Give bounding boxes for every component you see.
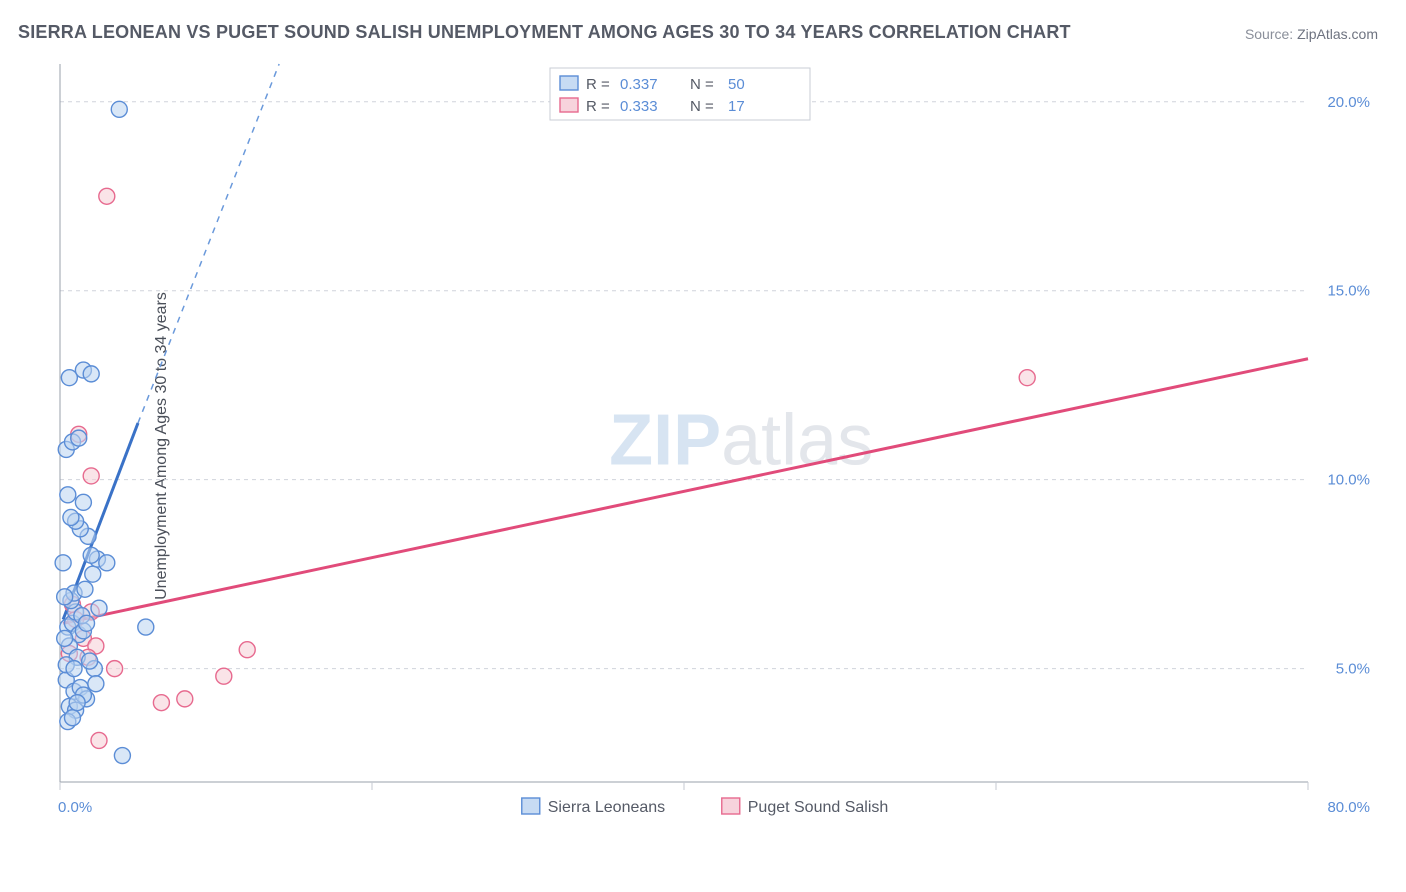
legend-swatch-sierra [560, 76, 578, 90]
data-point-sierra [82, 653, 98, 669]
legend-r-label: R = [586, 76, 610, 93]
data-point-sierra [99, 555, 115, 571]
data-point-sierra [79, 615, 95, 631]
y-tick-label: 5.0% [1336, 661, 1370, 678]
legend-r-label: R = [586, 98, 610, 115]
data-point-sierra [55, 555, 71, 571]
legend-n-label: N = [690, 76, 714, 93]
legend-r-value: 0.337 [620, 76, 658, 93]
data-point-puget [1019, 370, 1035, 386]
legend-swatch-puget [560, 98, 578, 112]
data-point-sierra [77, 581, 93, 597]
data-point-puget [239, 642, 255, 658]
x-tick-label: 80.0% [1327, 799, 1370, 816]
data-point-sierra [63, 509, 79, 525]
data-point-sierra [66, 661, 82, 677]
data-point-sierra [75, 494, 91, 510]
y-tick-label: 10.0% [1327, 472, 1370, 489]
data-point-sierra [85, 566, 101, 582]
category-label-sierra: Sierra Leoneans [548, 799, 665, 816]
legend-n-value: 50 [728, 76, 745, 93]
data-point-sierra [91, 600, 107, 616]
data-point-sierra [57, 589, 73, 605]
data-point-puget [177, 691, 193, 707]
category-swatch-puget [722, 798, 740, 814]
watermark: ZIPatlas [609, 401, 873, 481]
data-point-sierra [83, 366, 99, 382]
scatter-chart: 5.0% 10.0% 15.0% 20.0% 0.0% 80.0% ZIPatlas R = 0… [50, 60, 1380, 830]
data-point-puget [99, 188, 115, 204]
source-value: ZipAtlas.com [1297, 26, 1378, 42]
plot-area: 5.0% 10.0% 15.0% 20.0% 0.0% 80.0% ZIPatlas R = 0… [50, 60, 1380, 830]
category-label-puget: Puget Sound Salish [748, 799, 889, 816]
data-point-puget [153, 695, 169, 711]
data-point-sierra [138, 619, 154, 635]
legend-n-value: 17 [728, 98, 745, 115]
data-point-puget [107, 661, 123, 677]
y-tick-label: 20.0% [1327, 94, 1370, 111]
source-label: Source: [1245, 26, 1293, 42]
data-point-sierra [88, 676, 104, 692]
data-point-sierra [83, 547, 99, 563]
data-point-sierra [69, 695, 85, 711]
data-point-sierra [60, 487, 76, 503]
data-point-puget [91, 732, 107, 748]
data-point-sierra [64, 710, 80, 726]
source-attribution: Source: ZipAtlas.com [1245, 26, 1378, 42]
trendline-sierra-dash [138, 64, 279, 423]
trendline-puget [63, 359, 1308, 624]
data-point-sierra [114, 748, 130, 764]
legend-r-value: 0.333 [620, 98, 658, 115]
legend-n-label: N = [690, 98, 714, 115]
data-point-sierra [71, 430, 87, 446]
category-swatch-sierra [522, 798, 540, 814]
chart-title: SIERRA LEONEAN VS PUGET SOUND SALISH UNE… [18, 22, 1071, 43]
data-point-puget [83, 468, 99, 484]
x-tick-label: 0.0% [58, 799, 92, 816]
y-tick-label: 15.0% [1327, 283, 1370, 300]
data-point-puget [216, 668, 232, 684]
data-point-sierra [57, 630, 73, 646]
data-point-sierra [111, 101, 127, 117]
